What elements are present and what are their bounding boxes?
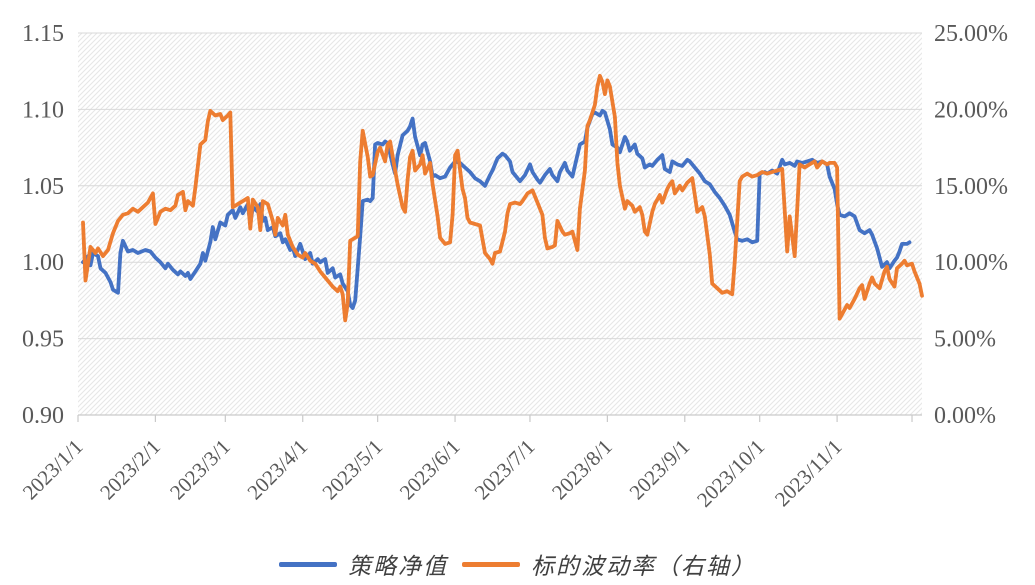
x-axis-tick-label: 2023/3/1 (165, 435, 235, 505)
legend-swatch-strategy-nav (279, 561, 337, 567)
x-axis-tick-label: 2023/4/1 (242, 435, 312, 505)
x-axis-tick-label: 2023/7/1 (470, 435, 540, 505)
right-axis-tick-label: 10.00% (934, 250, 1008, 276)
legend-swatch-volatility (462, 561, 520, 567)
legend-label-volatility: 标的波动率（右轴） (531, 554, 756, 579)
right-axis-tick-label: 5.00% (934, 327, 996, 353)
right-axis-tick-label: 15.00% (934, 174, 1008, 200)
left-axis-tick-label: 1.10 (22, 97, 64, 123)
x-axis-tick-label: 2023/2/1 (95, 435, 165, 505)
right-axis-tick-label: 0.00% (934, 403, 996, 429)
right-axis-tick-label: 25.00% (934, 21, 1008, 47)
x-axis-tick-label: 2023/5/1 (317, 435, 387, 505)
legend-item-volatility: 标的波动率（右轴） (462, 547, 756, 581)
left-axis-tick-label: 1.00 (22, 250, 64, 276)
right-axis-tick-label: 20.00% (934, 97, 1008, 123)
left-axis-tick-label: 0.95 (22, 327, 64, 353)
x-axis-tick-label: 2023/9/1 (625, 435, 695, 505)
legend-item-strategy-nav: 策略净值 (279, 547, 448, 581)
series-line-volatility (81, 73, 924, 323)
x-axis-tick-label: 2023/11/1 (770, 435, 847, 512)
x-axis-tick-label: 2023/6/1 (395, 435, 465, 505)
left-axis-tick-label: 1.15 (22, 21, 64, 47)
x-axis-tick-label: 2023/1/1 (18, 435, 88, 505)
x-axis-tick-label: 2023/8/1 (547, 435, 617, 505)
left-axis-tick-label: 1.05 (22, 174, 64, 200)
left-axis-tick-label: 0.90 (22, 403, 64, 429)
legend-label-strategy-nav: 策略净值 (348, 554, 448, 579)
chart-legend: 策略净值 标的波动率（右轴） (0, 544, 1035, 584)
x-axis-tick-label: 2023/10/1 (692, 435, 769, 512)
